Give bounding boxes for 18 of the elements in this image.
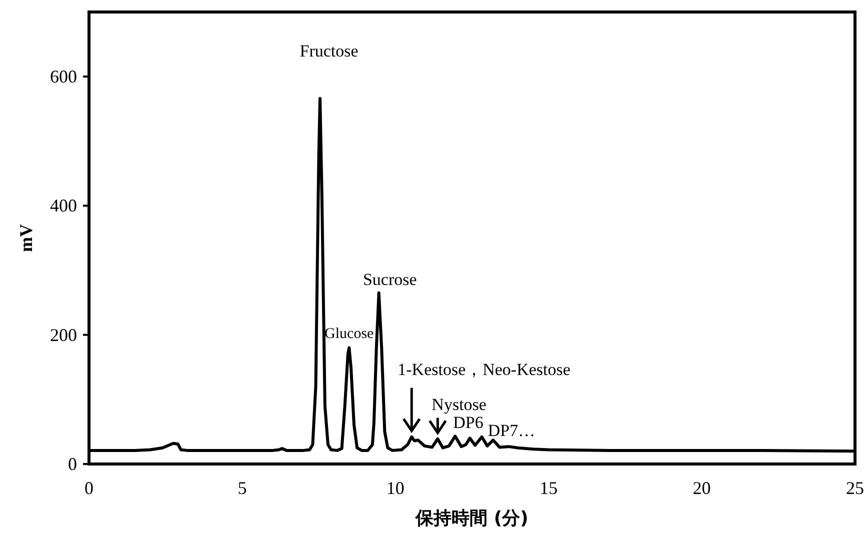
x-tick-label: 10 xyxy=(386,478,404,498)
x-tick-label: 20 xyxy=(692,478,711,498)
y-tick-label: 200 xyxy=(50,324,77,345)
annotation: DP7… xyxy=(488,421,536,440)
x-tick-label: 25 xyxy=(846,478,864,498)
annotation: DP6 xyxy=(453,413,484,432)
y-tick-label: 400 xyxy=(50,196,77,216)
annotation: 1-Kestose，Neo-Kestose xyxy=(398,360,570,379)
x-tick-label: 0 xyxy=(84,478,94,498)
y-axis-title: mV xyxy=(16,224,36,252)
y-tick-label: 600 xyxy=(50,66,77,87)
annotation: Nystose xyxy=(432,394,486,414)
annotation: Fructose xyxy=(300,42,358,61)
x-axis-title: 保持時間 (分) xyxy=(414,508,528,529)
annotation: Sucrose xyxy=(362,270,417,289)
y-tick-label: 0 xyxy=(68,454,77,474)
x-tick-label: 5 xyxy=(238,478,247,498)
x-tick-label: 15 xyxy=(540,478,558,498)
